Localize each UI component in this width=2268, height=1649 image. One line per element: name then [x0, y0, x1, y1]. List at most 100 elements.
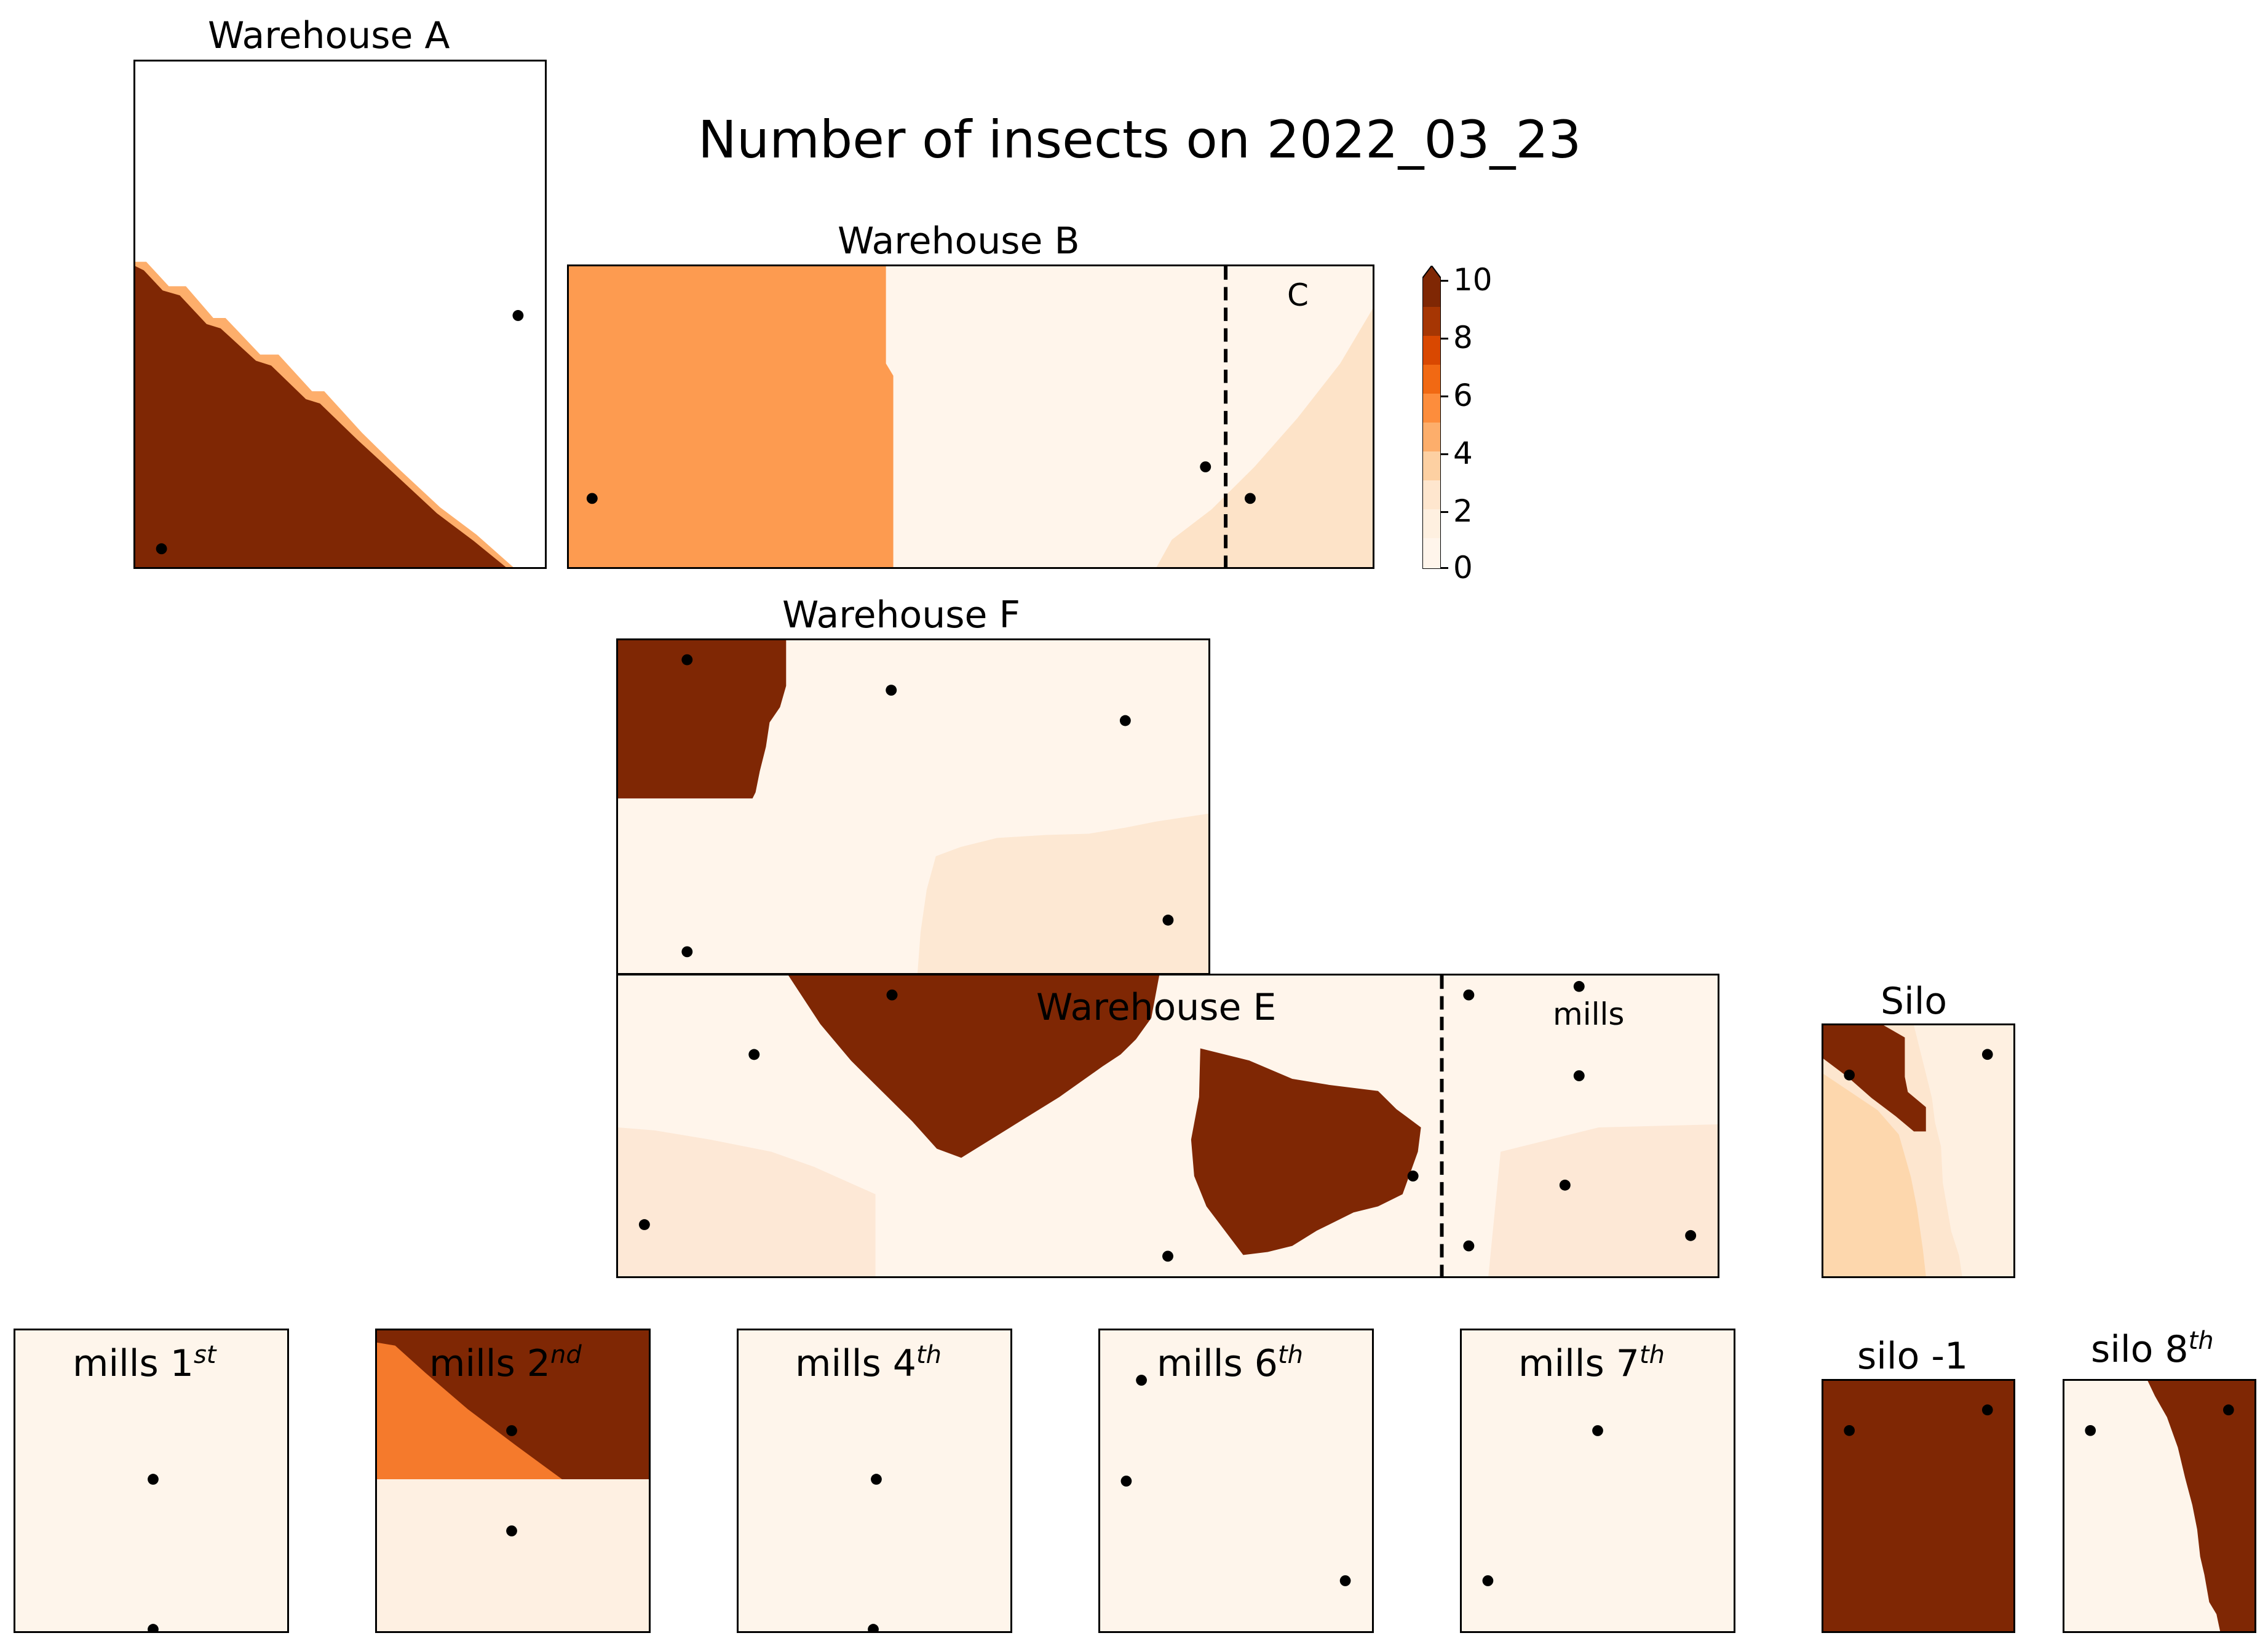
- panel-mills-7th: mills 7th: [1460, 1329, 1735, 1633]
- panel-title-superscript: th: [916, 1341, 942, 1369]
- trap-point: [1559, 1179, 1571, 1191]
- trap-point: [1592, 1425, 1603, 1436]
- panel-title-superscript: th: [1639, 1341, 1665, 1369]
- trap-point: [506, 1525, 517, 1536]
- trap-point: [1162, 1250, 1173, 1262]
- panel-title-text: mills 4: [795, 1342, 916, 1385]
- colorbar-segment: [1422, 480, 1441, 509]
- colorbar-segment: [1422, 336, 1441, 365]
- region: [618, 1127, 876, 1276]
- panel-warehouse-a: [133, 60, 547, 569]
- sub-label-c: C: [1287, 277, 1309, 313]
- panel-title-text: silo 8: [2091, 1328, 2189, 1371]
- panel-mills-2nd: mills 2nd: [375, 1329, 651, 1633]
- panel-title-text: mills 6: [1157, 1342, 1278, 1385]
- colorbar-outline: [1422, 266, 1441, 569]
- trap-point: [2222, 1404, 2234, 1416]
- panel-silo-minus-1: [1822, 1379, 2015, 1633]
- panel-warehouse-b: C: [567, 264, 1374, 569]
- trap-point: [1200, 461, 1211, 472]
- trap-point: [638, 1219, 650, 1230]
- region: [1156, 309, 1373, 567]
- trap-point: [1482, 1575, 1494, 1586]
- trap-point: [1981, 1404, 1993, 1416]
- panel-title-superscript: th: [1277, 1341, 1304, 1369]
- chart-title: Number of insects on 2022_03_23: [698, 109, 1582, 170]
- panel-title-text: mills 7: [1518, 1342, 1640, 1385]
- colorbar-tick-mark: [1441, 280, 1448, 282]
- trap-point: [148, 1474, 159, 1485]
- panel-title-warehouse-e: Warehouse E: [1036, 986, 1277, 1029]
- region: [1823, 1073, 1926, 1276]
- trap-point: [2085, 1424, 2096, 1436]
- trap-point: [871, 1474, 882, 1485]
- trap-point: [1119, 715, 1131, 726]
- trap-point: [1463, 989, 1475, 1001]
- trap-point: [886, 989, 898, 1001]
- region: [1914, 1025, 2013, 1276]
- region: [1462, 1330, 1734, 1631]
- region: [788, 975, 1160, 1158]
- colorbar-segment: [1422, 423, 1441, 451]
- region: [1191, 1048, 1421, 1255]
- colorbar-tick-mark: [1441, 338, 1448, 340]
- colorbar-tick-mark: [1441, 567, 1448, 569]
- trap-point: [148, 1624, 159, 1631]
- panel-title-mills-4th: mills 4th: [795, 1343, 942, 1382]
- trap-point: [681, 654, 693, 666]
- panel-title-superscript: nd: [550, 1341, 582, 1369]
- panel-title-mills-1st: mills 1st: [73, 1343, 216, 1382]
- panel-title-silo-minus-1: silo -1: [1857, 1335, 1969, 1378]
- trap-point: [681, 946, 693, 958]
- panel-mills-4th: mills 4th: [737, 1329, 1012, 1633]
- colorbar-tick-label: 4: [1453, 435, 1473, 471]
- colorbar-tick-mark: [1441, 453, 1448, 455]
- trap-point: [586, 493, 598, 504]
- region: [1823, 1025, 1926, 1132]
- colorbar-segment: [1422, 365, 1441, 394]
- trap-point: [1685, 1230, 1697, 1241]
- region: [2147, 1381, 2254, 1631]
- region: [377, 1330, 649, 1480]
- colorbar-extend-arrow: [1422, 266, 1441, 278]
- colorbar-tick-mark: [1441, 395, 1448, 397]
- trap-point: [1339, 1575, 1351, 1586]
- trap-point: [1981, 1049, 1993, 1060]
- trap-point: [1162, 915, 1174, 926]
- panel-title-superscript: th: [2188, 1327, 2214, 1355]
- trap-point: [506, 1425, 517, 1436]
- trap-point: [1844, 1069, 1855, 1081]
- trap-point: [156, 543, 167, 555]
- colorbar-tick-label: 10: [1453, 262, 1493, 298]
- panel-title-mills-2nd: mills 2nd: [429, 1343, 582, 1382]
- colorbar-tick-label: 8: [1453, 320, 1473, 356]
- colorbar-tick-label: 6: [1453, 378, 1473, 413]
- panel-title-silo: Silo: [1881, 980, 1948, 1023]
- colorbar-segment: [1422, 307, 1441, 336]
- trap-point: [748, 1049, 760, 1060]
- colorbar-tick-label: 2: [1453, 493, 1473, 529]
- trap-point: [1463, 1240, 1475, 1252]
- colorbar-segment: [1422, 451, 1441, 480]
- region: [917, 813, 1208, 973]
- colorbar-segment: [1422, 394, 1441, 423]
- trap-point: [1120, 1476, 1132, 1487]
- panel-silo-8th: [2063, 1379, 2256, 1633]
- colorbar-segment: [1422, 509, 1441, 538]
- region: [1488, 1124, 1718, 1276]
- panel-silo: [1822, 1023, 2015, 1278]
- region: [569, 266, 894, 567]
- region: [1823, 1381, 2013, 1631]
- panel-title-text: mills 2: [429, 1342, 550, 1385]
- panel-title-warehouse-a: Warehouse A: [208, 14, 450, 57]
- sub-label-mills: mills: [1553, 996, 1625, 1032]
- region: [618, 640, 787, 799]
- trap-point: [1844, 1424, 1855, 1436]
- trap-point: [886, 685, 897, 696]
- colorbar-tick-label: 0: [1453, 550, 1473, 586]
- trap-point: [1573, 980, 1585, 992]
- colorbar-segment: [1422, 278, 1441, 307]
- trap-point: [1136, 1375, 1147, 1386]
- trap-point: [1244, 493, 1256, 504]
